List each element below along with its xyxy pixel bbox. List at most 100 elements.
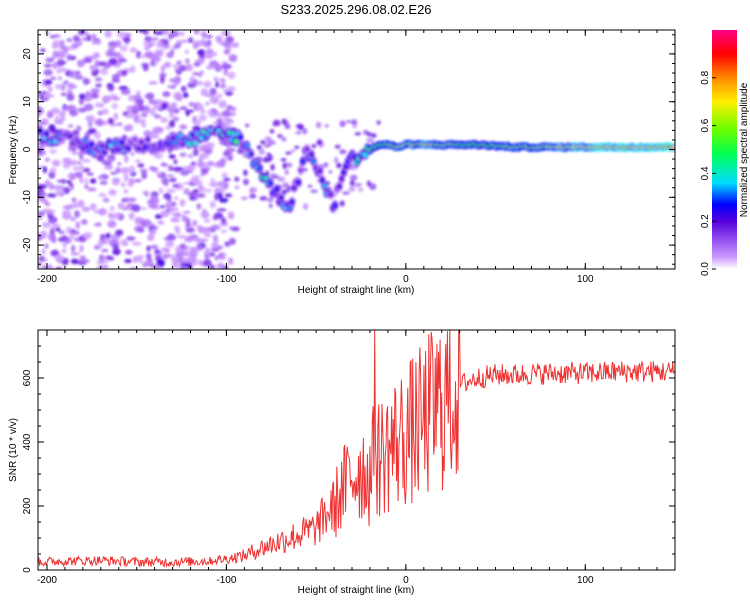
spectrogram-noise-cell [200, 173, 205, 177]
spectrogram-noise-cell [57, 76, 63, 80]
spectrogram-noise-cell [242, 178, 250, 186]
spectrogram-noise-cell [213, 76, 219, 82]
spectrogram-noise-cell [118, 85, 128, 91]
spectrogram-noise-cell [225, 91, 234, 96]
spectrogram-noise-cell [126, 236, 136, 241]
spectrogram-noise-cell [218, 197, 229, 203]
spectrogram-noise-cell [66, 38, 73, 42]
spectrogram-noise-cell [286, 162, 293, 168]
spectrogram-noise-cell [282, 162, 288, 170]
spectrogram-noise-cell [108, 189, 117, 196]
spectrogram-noise-cell [366, 180, 372, 187]
spectrogram-noise-cell [148, 167, 159, 171]
snr-y-label: SNR (10 * v/v) [8, 418, 19, 482]
spectrogram-noise-cell [96, 260, 104, 265]
spectrogram-noise-cell [112, 244, 119, 251]
spectrogram-noise-cell [148, 81, 158, 85]
spectrogram-noise-cell [154, 249, 160, 254]
spectrogram-noise-cell [221, 121, 227, 129]
spectrogram-noise-cell [98, 192, 107, 198]
spectrogram-noise-cell [249, 193, 257, 199]
spectrogram-noise-cell [102, 95, 112, 103]
spectrogram-noise-cell [105, 255, 114, 260]
spectrogram-noise-cell [43, 69, 53, 76]
spectrogram-signal-cell [296, 179, 301, 185]
spectrogram-noise-cell [139, 168, 148, 174]
spectrogram-noise-cell [108, 57, 118, 66]
spectrogram-noise-cell [173, 159, 178, 165]
spectrogram-noise-cell [49, 167, 57, 173]
spectrogram-noise-cell [193, 79, 198, 83]
spectrogram-noise-cell [52, 249, 59, 256]
spectrogram-noise-cell [334, 156, 339, 164]
spectrogram-noise-cell [75, 221, 81, 230]
spectrogram-noise-cell [223, 68, 228, 76]
spectrogram-noise-cell [174, 196, 179, 201]
spectrogram-noise-cell [134, 159, 141, 163]
snr-series-line [38, 330, 675, 569]
spectrogram-signal-cell [300, 159, 306, 164]
spectrogram-noise-cell [153, 31, 164, 35]
spectrogram-noise-cell [64, 209, 72, 217]
spectrogram-noise-cell [201, 208, 208, 214]
spectrogram-noise-cell [52, 50, 60, 59]
y-tick-label: 600 [22, 369, 33, 386]
spectrogram-noise-cell [42, 208, 52, 214]
spectrogram-noise-cell [38, 184, 47, 190]
spectrogram-noise-cell [157, 220, 165, 226]
spectrogram-noise-cell [228, 237, 236, 245]
spectrogram-noise-cell [153, 114, 162, 119]
spectrogram-noise-cell [241, 196, 248, 200]
spectrogram-noise-cell [216, 208, 227, 212]
spectrogram-y-ticks: -20 -10 0 10 20 [22, 34, 675, 265]
spectrogram-signal-cell [233, 139, 239, 145]
spectrogram-noise-cell [352, 124, 358, 128]
spectrogram-noise-cell [89, 65, 96, 72]
spectrogram-noise-cell [63, 80, 69, 85]
spectrogram-noise-cell [49, 148, 57, 154]
spectrogram-noise-cell [222, 110, 231, 118]
spectrogram-noise-cell [228, 226, 235, 230]
spectrogram-noise-cell [71, 151, 80, 155]
spectrogram-noise-cell [150, 59, 156, 67]
x-tick-label: 100 [577, 575, 594, 586]
spectrogram-noise-cell [184, 109, 195, 113]
spectrogram-noise-cell [269, 128, 275, 134]
spectrogram-noise-cell [124, 115, 134, 119]
spectrogram-noise-cell [172, 183, 180, 188]
spectrogram-noise-cell [49, 35, 56, 39]
spectrogram-noise-cell [74, 70, 81, 76]
spectrogram-noise-cell [76, 161, 82, 165]
spectrogram-noise-cell [70, 252, 80, 256]
x-tick-label: -100 [216, 575, 236, 586]
spectrogram-noise-cell [183, 188, 190, 196]
spectrogram-noise-cell [210, 178, 215, 182]
spectrogram-noise-cell [55, 69, 62, 74]
spectrogram-noise-cell [102, 197, 110, 203]
spectrogram-noise-cell [143, 45, 151, 51]
spectrogram-noise-cell [350, 119, 358, 126]
spectrogram-noise-cell [131, 241, 142, 246]
spectrogram-noise-cell [44, 243, 49, 249]
spectrogram-noise-cell [203, 218, 211, 223]
spectrogram-noise-cell [50, 226, 56, 230]
spectrogram-noise-cell [120, 89, 131, 95]
spectrogram-noise-cell [191, 257, 198, 266]
spectrogram-noise-cell [226, 86, 236, 92]
spectrogram-noise-cell [123, 189, 129, 194]
spectrogram-noise-cell [227, 211, 235, 220]
spectrogram-noise-cell [328, 170, 333, 174]
x-tick-label: 100 [577, 274, 594, 285]
spectrogram-noise-cell [222, 150, 231, 157]
spectrogram-noise-cell [185, 217, 191, 225]
spectrogram-noise-cell [220, 79, 226, 86]
spectrogram-noise-cell [141, 123, 147, 128]
spectrogram-noise-cell [210, 224, 221, 231]
spectrogram-noise-cell [90, 92, 99, 99]
spectrogram-noise-cell [79, 255, 87, 264]
spectrogram-noise-cell [195, 193, 206, 198]
spectrogram-noise-cell [268, 203, 273, 209]
spectrogram-noise-cell [111, 103, 119, 110]
spectrogram-noise-cell [198, 185, 205, 193]
spectrogram-noise-cell [193, 30, 200, 35]
